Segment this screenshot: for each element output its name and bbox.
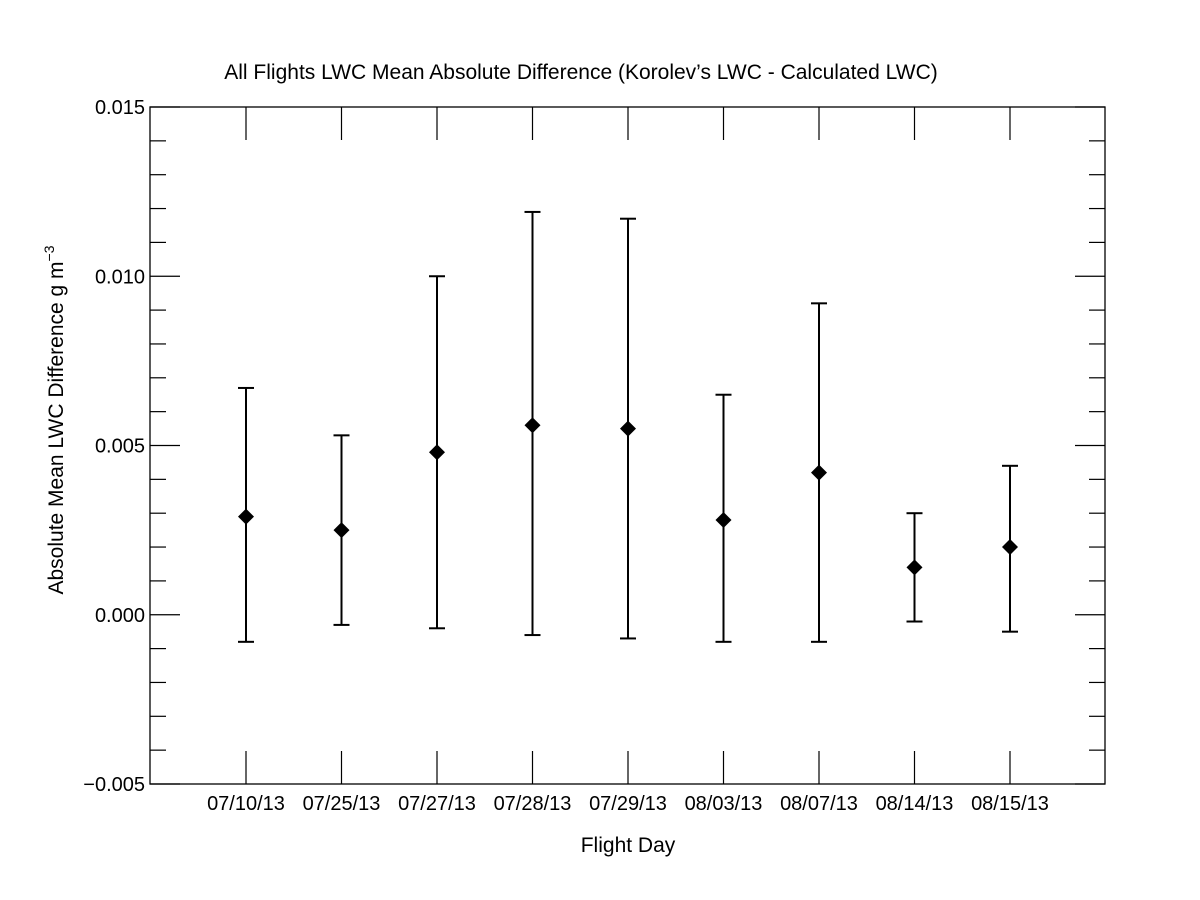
data-point [524, 417, 541, 434]
data-point [906, 559, 923, 576]
x-tick-label: 08/15/13 [971, 793, 1049, 815]
data-point [811, 464, 827, 481]
y-axis-tick-labels: −0.005 0.000 0.005 0.010 0.015 [83, 97, 145, 796]
y-axis-label-superscript: −3 [41, 245, 57, 261]
y-axis-label-text: Absolute Mean LWC Difference g m [45, 261, 68, 594]
y-tick-label: 0.005 [95, 436, 145, 458]
x-tick-label: 07/10/13 [207, 793, 285, 815]
data-point [620, 420, 636, 437]
x-tick-label: 07/28/13 [494, 793, 572, 815]
x-tick-label: 08/07/13 [780, 793, 858, 815]
x-tick-label: 07/29/13 [589, 793, 667, 815]
y-tick-label: −0.005 [83, 774, 145, 796]
data-point [333, 522, 350, 539]
x-axis-ticks [245, 107, 1011, 784]
x-tick-label: 08/03/13 [685, 793, 763, 815]
y-axis-ticks [150, 106, 1105, 785]
y-tick-label: 0.010 [95, 266, 145, 288]
x-tick-label: 07/27/13 [398, 793, 476, 815]
y-tick-label: 0.015 [95, 97, 145, 119]
data-point [1002, 539, 1018, 556]
y-tick-label: 0.000 [95, 605, 145, 627]
data-point [715, 511, 732, 528]
chart-title: All Flights LWC Mean Absolute Difference… [224, 61, 937, 84]
x-tick-label: 07/25/13 [303, 793, 381, 815]
data-series [238, 210, 1018, 643]
x-axis-label: Flight Day [581, 834, 676, 857]
data-point [429, 444, 445, 461]
data-point [238, 508, 254, 525]
x-tick-label: 08/14/13 [876, 793, 954, 815]
x-axis-tick-labels: 07/10/13 07/25/13 07/27/13 07/28/13 07/29/13… [207, 793, 1049, 815]
y-axis-label: Absolute Mean LWC Difference g m−3 [41, 245, 68, 594]
